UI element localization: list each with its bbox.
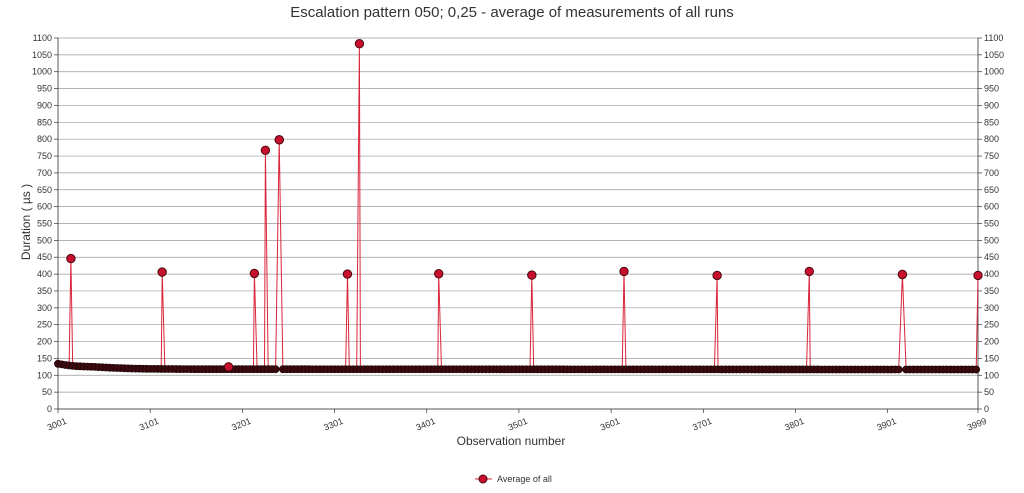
y-tick-label: 950 [984, 84, 999, 94]
data-point-spike [973, 270, 983, 281]
y-tick-label: 300 [984, 303, 999, 313]
x-axis: 3001 3101 3201 3301 3401 3501 3601 3701 3801 3901… [46, 409, 988, 433]
data-point-spike [619, 266, 629, 277]
data-point-spike [342, 269, 353, 279]
y-tick-label: 750 [37, 151, 52, 161]
data-point [972, 365, 981, 374]
data-point-spike [354, 39, 365, 49]
y-axis-right: 0 50 100 150 200 250 300 350 400 450 500 550 600 650 7… [978, 33, 1004, 414]
data-point-spike [260, 145, 271, 156]
y-tick-label: 1000 [32, 67, 52, 77]
y-tick-label: 950 [37, 84, 52, 94]
y-tick-label: 900 [984, 100, 999, 110]
y-tick-label: 850 [984, 117, 999, 127]
x-tick-label: 3101 [138, 416, 160, 433]
data-point-spike [804, 266, 815, 277]
data-point-spike [527, 270, 537, 280]
x-tick-label: 3701 [691, 416, 713, 433]
x-axis-label: Observation number [457, 434, 566, 448]
y-tick-label: 600 [37, 202, 52, 212]
y-axis-label: Duration ( µs ) [19, 184, 33, 260]
y-tick-label: 350 [984, 286, 999, 296]
x-tick-label: 3001 [46, 416, 68, 433]
legend-label: Average of all [497, 474, 552, 484]
data-point-spike [897, 269, 908, 280]
y-tick-label: 1050 [984, 50, 1004, 60]
y-tick-label: 650 [984, 185, 999, 195]
y-tick-label: 250 [37, 320, 52, 330]
grid-lines [57, 37, 979, 410]
y-tick-label: 1050 [32, 50, 52, 60]
y-tick-label: 150 [984, 353, 999, 363]
data-point [271, 365, 280, 374]
data-point-spike [66, 253, 76, 264]
x-tick-label: 3999 [966, 416, 988, 433]
data-point-spike [434, 269, 444, 279]
y-tick-label: 50 [984, 387, 994, 397]
y-tick-label: 500 [37, 235, 52, 245]
y-tick-label: 350 [37, 286, 52, 296]
y-tick-label: 50 [42, 387, 52, 397]
x-tick-label: 3401 [414, 416, 436, 433]
y-tick-label: 850 [37, 117, 52, 127]
y-axis-left: 0 50 100 150 200 250 300 350 400 450 500 550 600 650 7… [32, 33, 58, 414]
y-tick-label: 250 [984, 320, 999, 330]
y-tick-label: 100 [37, 370, 52, 380]
data-point-spike [712, 270, 722, 281]
chart-title: Escalation pattern 050; 0,25 - average o… [290, 4, 734, 21]
y-tick-label: 200 [984, 337, 999, 347]
y-tick-label: 600 [984, 202, 999, 212]
y-tick-label: 550 [984, 219, 999, 229]
y-tick-label: 800 [984, 134, 999, 144]
x-tick-label: 3801 [783, 416, 805, 433]
y-tick-label: 1100 [984, 33, 1003, 43]
y-tick-label: 0 [984, 404, 989, 414]
y-tick-label: 100 [984, 370, 999, 380]
y-tick-label: 700 [37, 168, 52, 178]
y-tick-label: 400 [37, 269, 52, 279]
x-tick-label: 3601 [599, 416, 621, 433]
y-tick-label: 500 [984, 235, 999, 245]
y-tick-label: 700 [984, 168, 999, 178]
x-tick-label: 3201 [230, 416, 252, 433]
y-tick-label: 150 [37, 353, 52, 363]
y-tick-label: 300 [37, 303, 52, 313]
y-tick-label: 650 [37, 185, 52, 195]
x-tick-label: 3501 [507, 416, 529, 433]
y-tick-label: 0 [47, 404, 52, 414]
data-point-spike [223, 362, 234, 372]
y-tick-label: 800 [37, 134, 52, 144]
legend[interactable]: Average of all [475, 474, 552, 484]
y-tick-label: 900 [37, 100, 52, 110]
y-tick-label: 1000 [984, 67, 1004, 77]
legend-marker-swatch [478, 474, 488, 484]
x-tick-label: 3901 [875, 416, 897, 433]
y-tick-label: 400 [984, 269, 999, 279]
x-tick-label: 3301 [322, 416, 344, 433]
data-point [894, 365, 903, 374]
y-tick-label: 550 [37, 219, 52, 229]
y-tick-label: 200 [37, 337, 52, 347]
data-point-spike [157, 267, 167, 277]
y-tick-label: 450 [984, 252, 999, 262]
y-tick-label: 1100 [33, 33, 52, 43]
plot-area [54, 39, 983, 374]
data-point-spike [274, 135, 284, 145]
y-tick-label: 450 [37, 252, 52, 262]
y-tick-label: 750 [984, 151, 999, 161]
data-point-spike [249, 268, 260, 279]
